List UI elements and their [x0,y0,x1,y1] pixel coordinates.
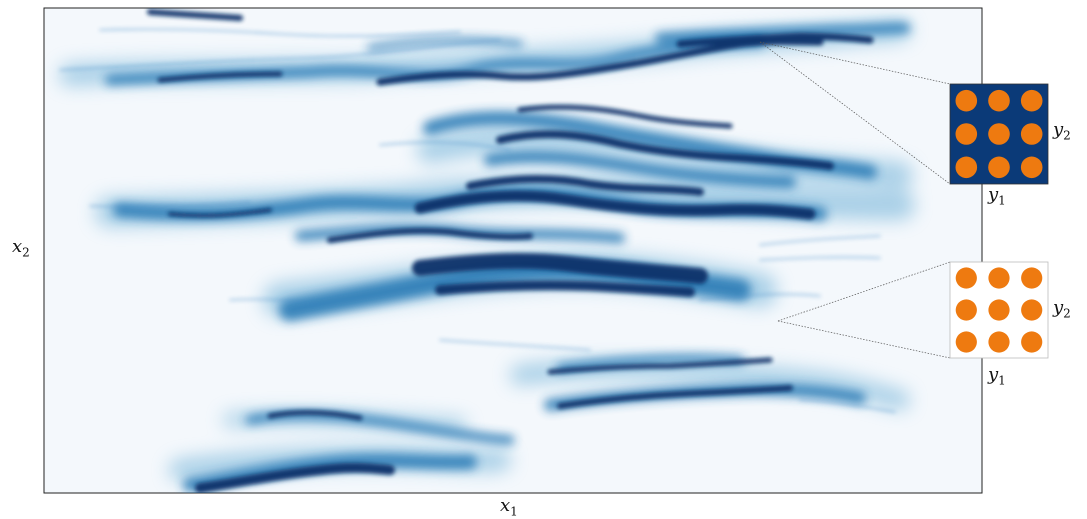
inset-dark-inclusion-circle [988,123,1010,145]
inset-dark-y1-label: y1 [988,184,1006,208]
x2-axis-label: x2 [12,236,30,260]
x1-sub: 1 [510,504,518,519]
inset-light-inclusion-circle [1021,267,1043,289]
inset-light [949,261,1049,359]
inset-light-y2-base: y [1053,297,1064,318]
inset-dark-inclusion-circle [988,156,1010,179]
inset-dark-inclusion-circle [1020,123,1043,145]
inset-dark-y1-sub: 1 [998,193,1006,208]
inset-light-inclusion-circle [988,267,1010,289]
inset-light-y1-label: y1 [988,364,1006,388]
inset-light-inclusion-circle [955,331,977,353]
inset-light-y1-sub: 1 [998,373,1006,388]
inset-dark-inclusion-circle [988,89,1010,112]
x2-sub: 2 [22,245,30,260]
domain-frame [43,7,983,494]
inset-dark-inclusion-circle [955,123,978,145]
flow-field [59,9,915,493]
inset-light-y2-label: y2 [1053,297,1071,321]
inset-dark-y1-base: y [988,184,999,205]
inset-light-inclusion-circle [988,299,1010,321]
inset-light-y2-sub: 2 [1063,306,1071,321]
inset-dark-inclusion-circle [1020,89,1043,112]
inset-light-inclusions [955,267,1043,353]
x1-axis-label: x1 [500,495,518,519]
x2-base: x [12,236,23,257]
x1-base: x [500,495,511,516]
inset-dark-y2-label: y2 [1053,119,1071,143]
inset-dark-y2-base: y [1053,119,1064,140]
inset-light-inclusion-circle [955,299,977,321]
inset-dark-inclusion-circle [955,89,978,112]
inset-light-inclusion-circle [1021,299,1043,321]
inset-dark-inclusions [955,89,1043,179]
inset-dark-inclusion-circle [1020,156,1043,179]
inset-light-inclusion-circle [1021,331,1043,353]
inset-dark-y2-sub: 2 [1063,128,1071,143]
callout-lines [759,41,951,359]
inset-dark [949,83,1049,185]
inset-light-inclusion-circle [955,267,977,289]
inset-light-y1-base: y [988,364,999,385]
inset-light-inclusion-circle [988,331,1010,353]
inset-dark-inclusion-circle [955,156,978,179]
